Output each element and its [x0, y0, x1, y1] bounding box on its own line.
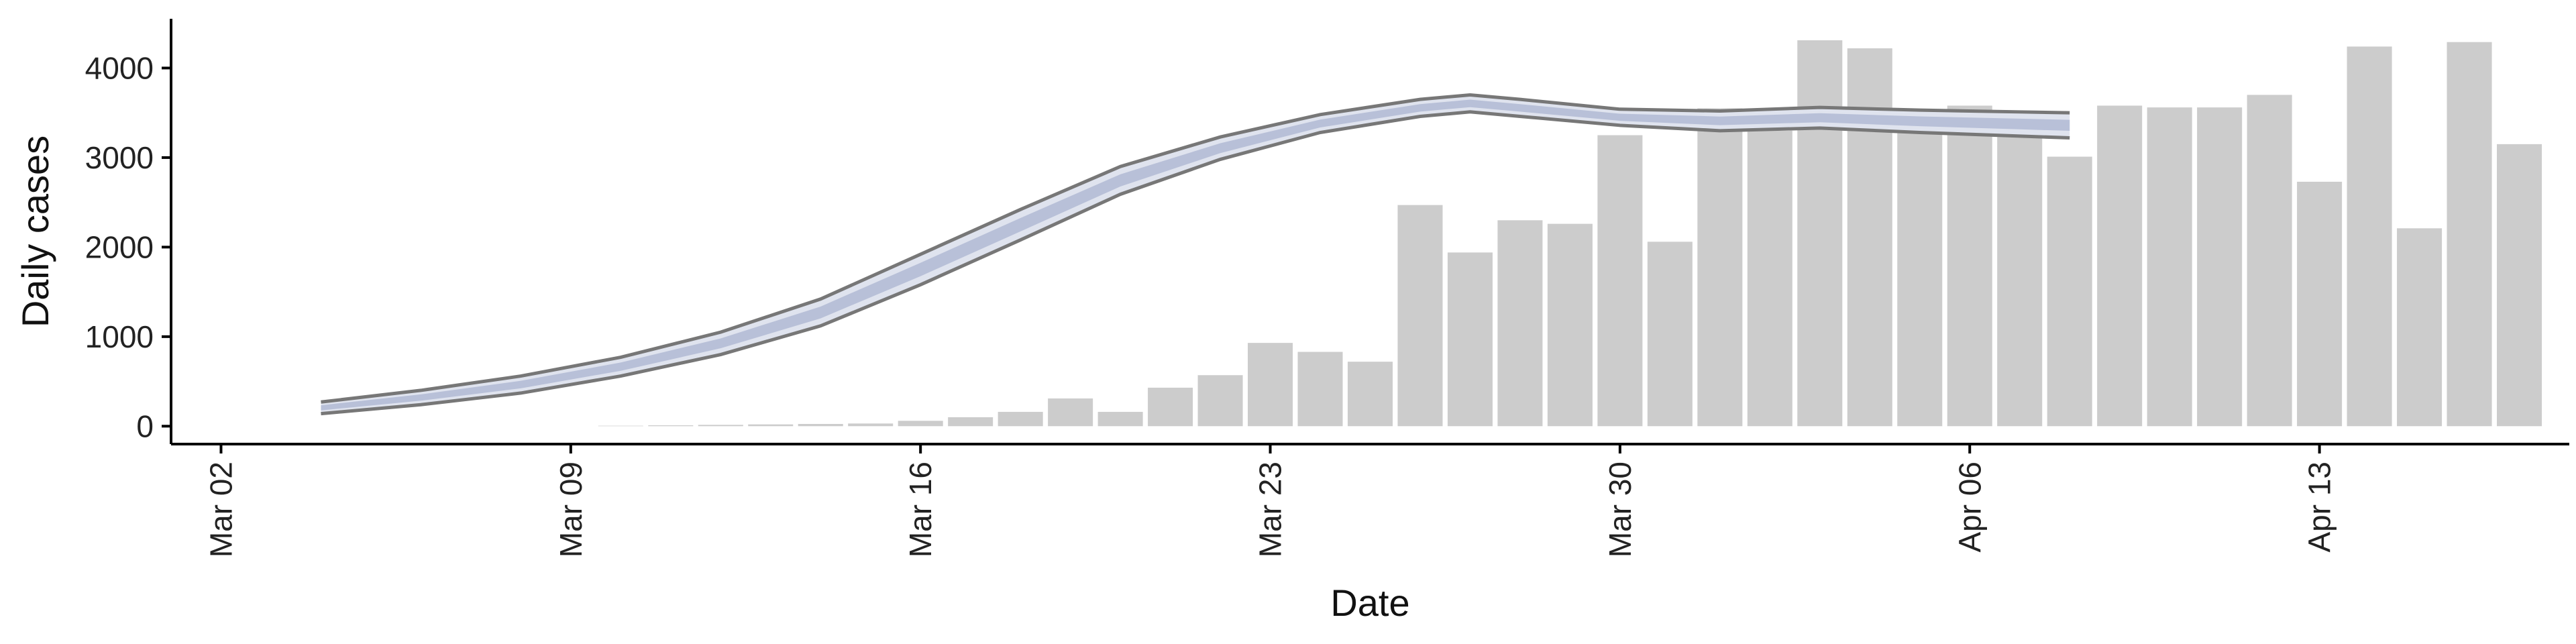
- bar: [1097, 411, 1143, 427]
- bar: [2447, 42, 2492, 427]
- axes: [162, 19, 2569, 453]
- bar: [2147, 107, 2192, 427]
- tick-labels: 0 1000 2000 3000 4000 Mar 02 Mar 09 Mar 16 Mar 2…: [85, 50, 2337, 557]
- estimate-band: [321, 93, 2070, 416]
- bar: [2397, 228, 2443, 427]
- ci-lower-line: [321, 110, 2070, 416]
- bar: [598, 425, 643, 427]
- ci-upper-line: [321, 93, 2070, 404]
- y-tick-label: 0: [136, 409, 154, 443]
- y-tick-label: 2000: [85, 229, 154, 264]
- ci-band-inner: [321, 99, 2070, 411]
- bar: [1347, 362, 1393, 427]
- bar: [1248, 343, 1293, 427]
- bar: [1947, 105, 1992, 427]
- y-tick-label: 3000: [85, 140, 154, 175]
- bar: [1297, 352, 1343, 427]
- bar: [748, 424, 794, 427]
- x-tick-label: Mar 23: [1253, 462, 1288, 557]
- bar: [898, 421, 943, 427]
- bar: [1048, 398, 1093, 427]
- bar: [848, 423, 894, 427]
- bar: [1397, 205, 1443, 427]
- x-tick-label: Mar 16: [903, 462, 938, 557]
- bar: [1897, 122, 1943, 427]
- y-tick-label: 1000: [85, 319, 154, 354]
- bar: [2347, 46, 2392, 427]
- bar: [1447, 252, 1493, 427]
- x-tick-label: Apr 06: [1952, 462, 1987, 553]
- bar: [1547, 223, 1593, 427]
- bar: [698, 425, 743, 427]
- bar: [1197, 375, 1243, 427]
- x-tick-label: Mar 02: [203, 462, 238, 557]
- bar: [2497, 144, 2542, 427]
- bar: [1747, 130, 1792, 427]
- bar: [2047, 156, 2092, 427]
- bar: [1597, 135, 1643, 427]
- bar: [998, 411, 1043, 427]
- bar: [2297, 181, 2343, 427]
- x-tick-label: Apr 13: [2302, 462, 2337, 553]
- y-tick-label: 4000: [85, 50, 154, 85]
- bar: [1997, 127, 2043, 427]
- bar: [2097, 105, 2143, 427]
- bar: [798, 423, 843, 427]
- bar: [2197, 107, 2243, 427]
- x-axis-title: Date: [1330, 582, 1409, 624]
- bar: [648, 425, 694, 427]
- bar: [1797, 40, 1843, 427]
- bar: [1847, 48, 1892, 427]
- bar: [1148, 387, 1193, 427]
- x-tick-label: Mar 09: [553, 462, 588, 557]
- bar: [1697, 108, 1743, 427]
- bar: [1647, 241, 1693, 427]
- y-axis-title: Daily cases: [14, 136, 56, 327]
- bar: [2247, 95, 2292, 427]
- x-tick-label: Mar 30: [1603, 462, 1638, 557]
- bar: [1497, 220, 1543, 427]
- bar-series: [598, 40, 2542, 427]
- bar: [948, 417, 994, 427]
